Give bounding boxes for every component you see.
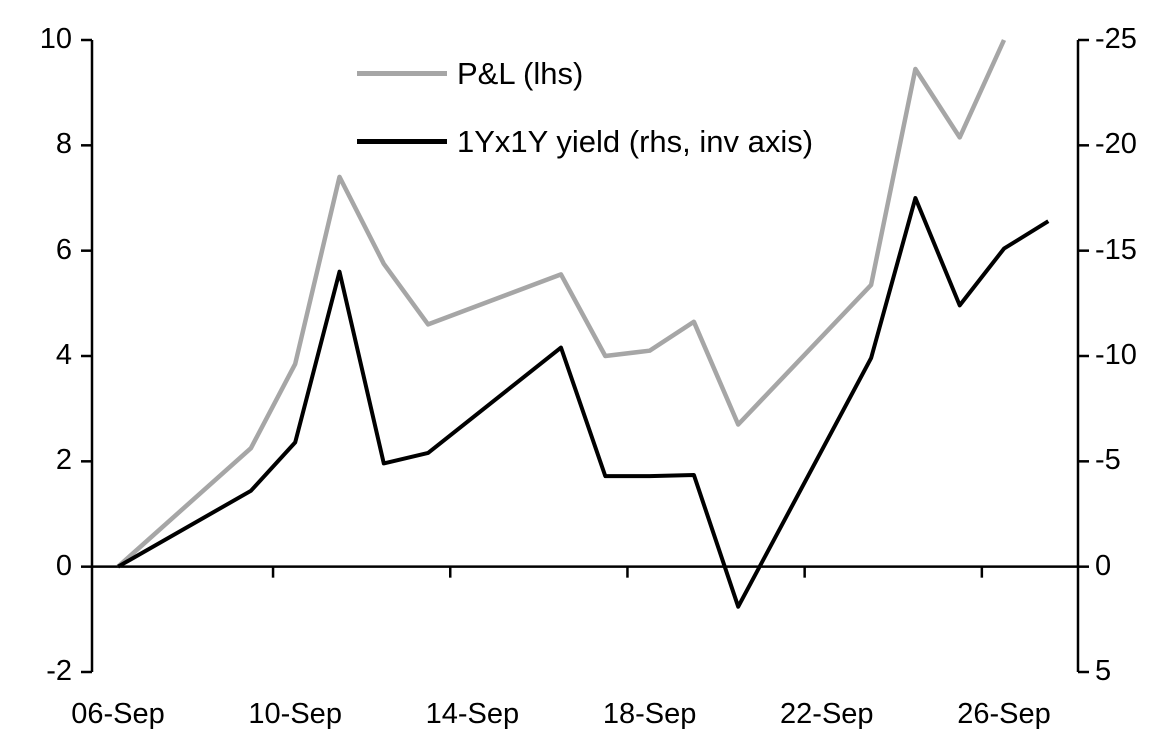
legend-item-yield: 1Yx1Y yield (rhs, inv axis) [357,123,813,159]
left-axis-tick-label: 0 [55,549,72,582]
right-axis-tick-label: -20 [1095,128,1137,161]
x-axis-tick-label: 10-Sep [248,698,342,730]
right-axis-tick-label: -15 [1095,233,1137,266]
x-axis-tick-label: 18-Sep [602,698,697,730]
left-axis-tick-label: 8 [55,128,72,161]
left-axis-tick-label: -2 [46,655,72,687]
right-axis-tick-label: -25 [1095,23,1137,55]
left-axis-tick-label: 4 [55,339,72,371]
x-axis-tick-label: 14-Sep [425,698,520,730]
yield-line-swatch [357,138,447,144]
pnl-line-series [116,39,1007,569]
pnl-line-swatch [357,70,447,76]
x-axis-tick-label: 06-Sep [71,698,165,730]
x-axis-tick-label: 22-Sep [780,698,874,730]
right-axis-tick-label: -5 [1095,444,1121,477]
legend: P&L (lhs) 1Yx1Y yield (rhs, inv axis) [357,55,813,191]
legend-label-yield: 1Yx1Y yield (rhs, inv axis) [457,123,814,159]
right-axis-tick-label: -10 [1095,339,1137,371]
right-axis-tick-label: 5 [1095,655,1112,687]
right-axis-tick-label: 0 [1095,549,1112,582]
left-axis-tick-label: 2 [55,444,72,477]
left-axis-tick-label: 10 [39,23,72,55]
yield-line-series [117,196,1050,609]
legend-label-pnl: P&L (lhs) [457,55,584,91]
left-axis-tick-label: 6 [55,233,72,266]
x-axis-tick-label: 26-Sep [957,698,1051,730]
legend-item-pnl: P&L (lhs) [357,55,813,91]
